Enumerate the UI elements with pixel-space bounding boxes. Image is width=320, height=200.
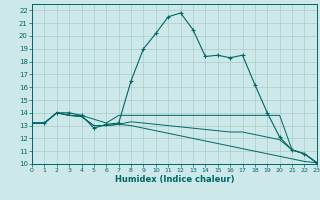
X-axis label: Humidex (Indice chaleur): Humidex (Indice chaleur) [115, 175, 234, 184]
